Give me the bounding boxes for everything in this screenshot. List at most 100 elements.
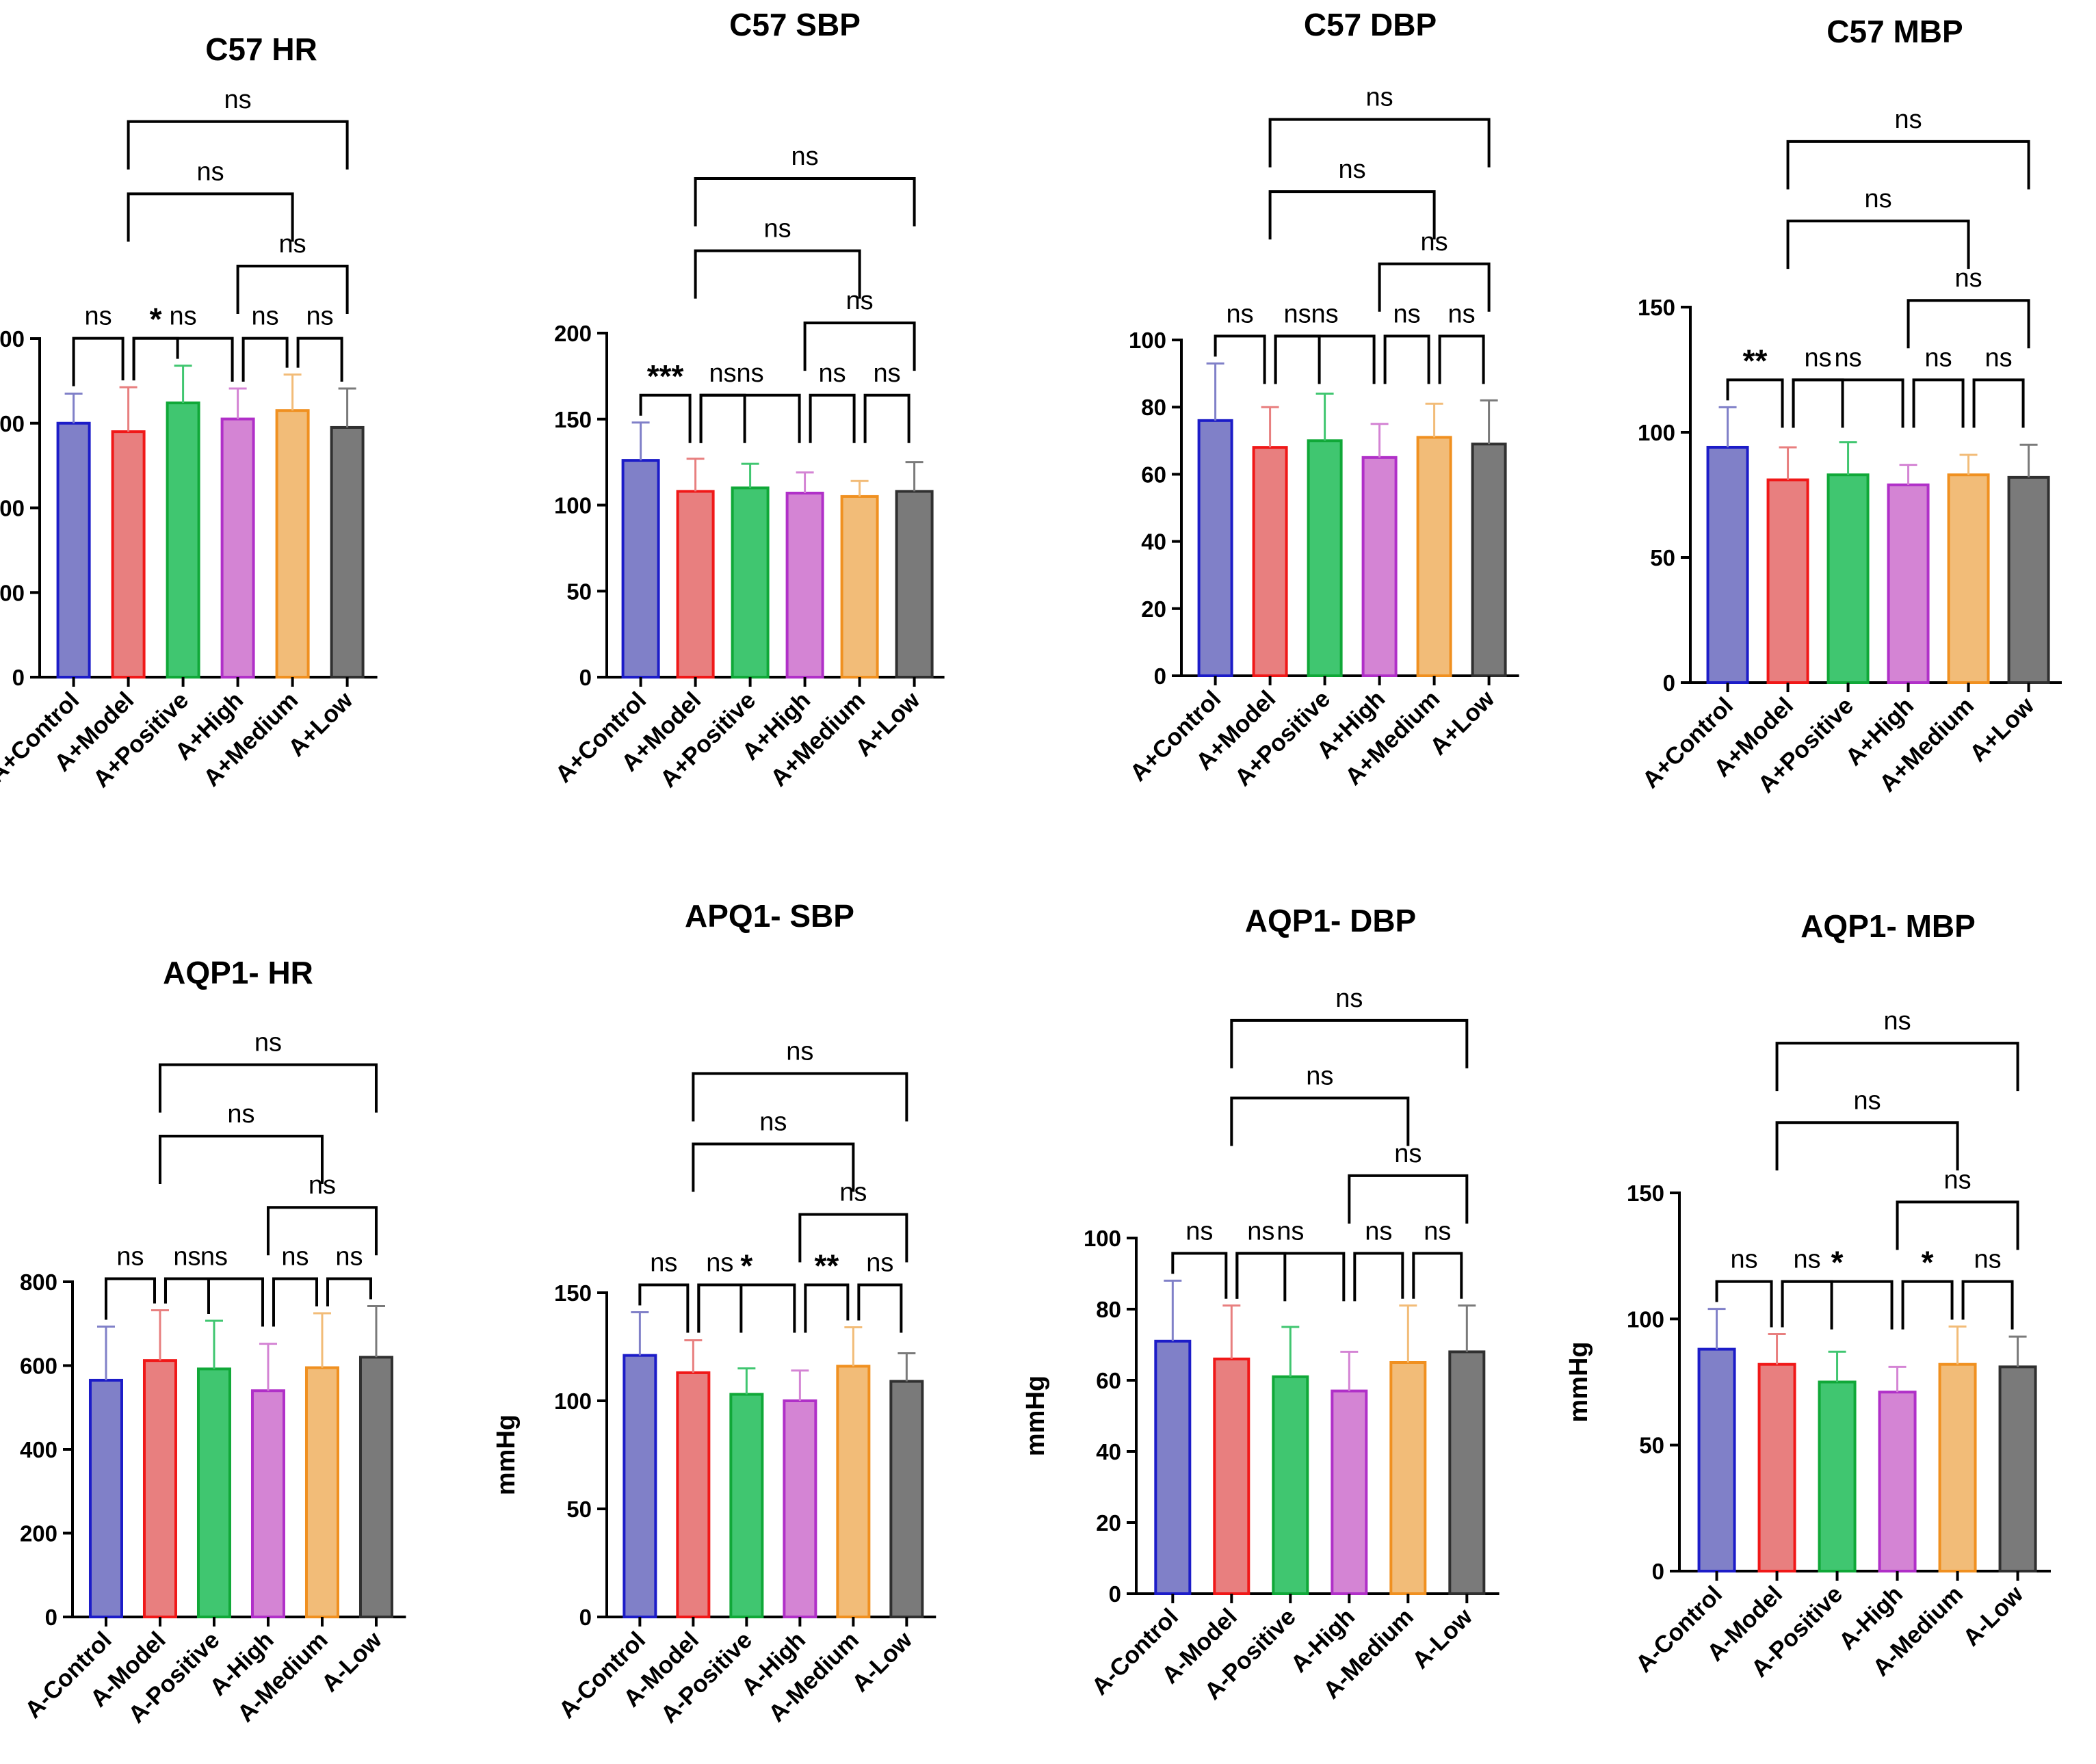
aqp1-dbp-significance-bracket [1235,1252,1346,1302]
apq1-sbp-significance-bracket [798,1213,908,1263]
c57-mbp-significance-label: ns [1924,343,1952,372]
aqp1-hr-significance-label: ns [227,1100,254,1129]
aqp1-dbp-ytick-label: 60 [1096,1368,1121,1393]
aqp1-dbp-title: AQP1- DBP [1245,903,1416,938]
c57-sbp-significance-bracket [809,393,856,443]
apq1-sbp-significance-bracket [638,1283,690,1333]
aqp1-mbp-ylabel: mmHg [1564,1341,1593,1422]
aqp1-dbp-significance-bracket [1412,1252,1463,1299]
apq1-sbp-bar-control [623,1354,657,1618]
c57-sbp-significance-bracket [699,393,801,443]
c57-hr-significance-bracket [296,337,343,382]
aqp1-dbp-bar-model [1213,1357,1250,1596]
aqp1-hr-significance-bracket [163,1277,210,1314]
c57-dbp-significance-label: ns [1339,155,1366,184]
aqp1-dbp-significance-label: ns [1365,1217,1392,1246]
c57-dbp-significance-bracket [1274,334,1376,384]
c57-mbp-category-label: A+Low [1965,692,2040,767]
c57-sbp-ytick-label: 50 [566,579,592,604]
aqp1-hr-title: AQP1- HR [163,955,313,990]
aqp1-mbp-bar-medium [1938,1363,1977,1573]
c57-dbp-significance-label: ns [1393,300,1421,328]
c57-dbp-significance-bracket [1383,334,1430,384]
c57-hr-bar-model [111,430,146,679]
c57-sbp-significance-bracket [863,393,911,443]
apq1-sbp-significance-bracket [692,1142,855,1192]
c57-hr-chart: C57 HR0200400600800A+ControlA+ModelA+Pos… [0,31,378,793]
c57-mbp-bar-medium [1947,473,1990,684]
aqp1-mbp-significance-bracket [1781,1280,1833,1330]
aqp1-hr-bar-positive [196,1367,231,1619]
c57-sbp-significance-bracket [639,393,692,443]
apq1-sbp-significance-label: ns [650,1248,677,1277]
c57-mbp-significance-bracket [1786,140,2030,189]
c57-sbp-bar-low [895,490,934,679]
c57-mbp-bar-high [1887,483,1930,684]
aqp1-mbp-significance-label: ns [1793,1246,1820,1274]
c57-sbp-significance-label: ns [709,359,737,388]
aqp1-hr-significance-label: ns [173,1243,200,1272]
apq1-sbp-significance-bracket [697,1283,796,1333]
c57-sbp-bar-control [621,459,660,679]
c57-sbp-significance-label: ns [791,142,819,171]
c57-hr-ytick-label: 200 [0,580,25,605]
aqp1-dbp-chart: AQP1- DBPmmHg020406080100A-ControlA-Mode… [1021,903,1499,1705]
c57-hr-bar-medium [275,409,310,679]
apq1-sbp-ytick-label: 0 [579,1605,592,1630]
c57-dbp-ytick-label: 100 [1129,328,1166,353]
aqp1-dbp-significance-label: ns [1306,1062,1333,1090]
c57-sbp-significance-label: ns [819,359,846,388]
apq1-sbp-bar-model [676,1371,711,1619]
c57-hr-significance-bracket [236,265,349,314]
c57-mbp-significance-label: ns [1954,264,1982,293]
aqp1-mbp-bar-control [1697,1347,1736,1573]
c57-dbp-significance-bracket [1268,190,1436,240]
c57-dbp-significance-label: ns [1284,300,1311,328]
c57-sbp-significance-bracket [694,249,861,299]
c57-sbp-significance-bracket [694,176,916,226]
aqp1-mbp-significance-bracket [1901,1280,1954,1330]
c57-hr-significance-bracket [127,192,294,242]
aqp1-hr-significance-bracket [326,1277,372,1306]
c57-dbp-significance-label: ns [1227,300,1254,328]
c57-sbp-significance-label: *** [647,358,684,394]
c57-hr-significance-label: ns [85,302,112,331]
c57-mbp-significance-bracket [1972,378,2025,428]
c57-sbp-significance-label: ns [764,215,791,243]
aqp1-dbp-bar-control [1154,1339,1192,1596]
c57-mbp-bar-model [1766,478,1809,684]
apq1-sbp-significance-bracket [692,1072,908,1122]
apq1-sbp-ytick-label: 150 [554,1280,592,1306]
c57-dbp-bar-control [1197,419,1233,678]
c57-sbp-ytick-label: 100 [554,493,592,518]
aqp1-mbp-bar-low [1998,1365,2037,1572]
c57-sbp-significance-label: ns [874,359,901,388]
aqp1-hr-significance-bracket [272,1277,318,1327]
aqp1-hr-ytick-label: 0 [45,1605,57,1630]
aqp1-mbp-chart: AQP1- MBPmmHg050100150A-ControlA-ModelA-… [1564,908,2051,1683]
aqp1-mbp-ytick-label: 100 [1627,1306,1664,1332]
aqp1-mbp-ytick-label: 0 [1652,1559,1664,1584]
c57-dbp-ytick-label: 40 [1141,529,1166,555]
c57-mbp-significance-bracket [1726,378,1784,428]
aqp1-dbp-bar-positive [1272,1375,1309,1596]
aqp1-dbp-significance-bracket [1353,1252,1404,1302]
aqp1-hr-bar-high [250,1389,285,1618]
c57-dbp-significance-label: ns [1448,300,1476,328]
aqp1-mbp-significance-bracket [1961,1280,2014,1330]
apq1-sbp-significance-label: * [740,1248,752,1283]
aqp1-mbp-significance-label: ns [1853,1086,1881,1115]
c57-dbp-significance-bracket [1438,334,1485,384]
aqp1-dbp-bar-high [1331,1389,1368,1595]
aqp1-mbp-ytick-label: 150 [1627,1181,1664,1206]
aqp1-dbp-significance-bracket [1235,1252,1287,1302]
c57-sbp-bar-model [676,490,715,679]
aqp1-hr-significance-bracket [104,1277,156,1320]
c57-hr-title: C57 HR [205,31,317,67]
c57-mbp-bar-control [1706,445,1749,685]
aqp1-dbp-ylabel: mmHg [1021,1375,1050,1456]
c57-mbp-significance-bracket [1786,220,1970,269]
c57-sbp-bar-high [785,491,824,679]
apq1-sbp-bar-positive [729,1393,764,1619]
aqp1-dbp-category-label: A-Low [1407,1603,1478,1674]
